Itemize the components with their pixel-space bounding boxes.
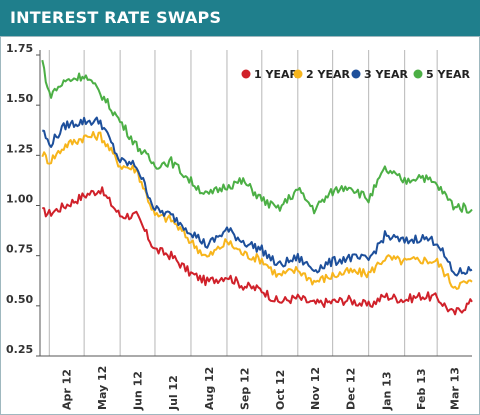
x-tick-label: Feb 13: [415, 368, 428, 410]
y-tick-label: 1.75: [6, 42, 33, 55]
x-tick-label: Nov 12: [309, 367, 322, 410]
series-line-5-year: [41, 59, 473, 215]
x-tick-label: Dec 12: [345, 368, 358, 410]
x-tick-label: Aug 12: [203, 367, 216, 410]
legend-label: 1 YEAR: [254, 68, 298, 81]
x-tick-label: Jul 12: [167, 375, 180, 411]
legend-label: 3 YEAR: [364, 68, 408, 81]
y-tick-label: 1.25: [6, 142, 33, 155]
legend-label: 5 YEAR: [426, 68, 470, 81]
y-tick-label: 0.25: [6, 343, 33, 356]
x-tick-label: Jan 13: [381, 372, 394, 411]
y-tick-label: 1.00: [6, 193, 33, 206]
y-tick-label: 0.75: [6, 243, 33, 256]
x-tick-label: May 12: [96, 366, 109, 410]
legend-swatch: [351, 69, 361, 79]
x-tick-label: Apr 12: [61, 369, 74, 410]
legend-swatch: [241, 69, 251, 79]
x-tick-label: Sep 12: [238, 368, 251, 410]
x-tick-label: Mar 13: [449, 367, 462, 410]
y-tick-label: 1.50: [6, 92, 33, 105]
x-tick-label: Oct 12: [274, 370, 287, 410]
legend-swatch: [293, 69, 303, 79]
series-line-1-year: [42, 186, 473, 316]
legend-label: 2 YEAR: [306, 68, 350, 81]
series-line-2-year: [41, 131, 473, 290]
legend-swatch: [413, 69, 423, 79]
chart-title-bar: INTEREST RATE SWAPS: [0, 0, 480, 36]
chart-title: INTEREST RATE SWAPS: [10, 8, 222, 27]
y-tick-label: 0.50: [6, 293, 33, 306]
series-line-3-year: [42, 116, 473, 277]
x-tick-label: Jun 12: [132, 371, 145, 411]
